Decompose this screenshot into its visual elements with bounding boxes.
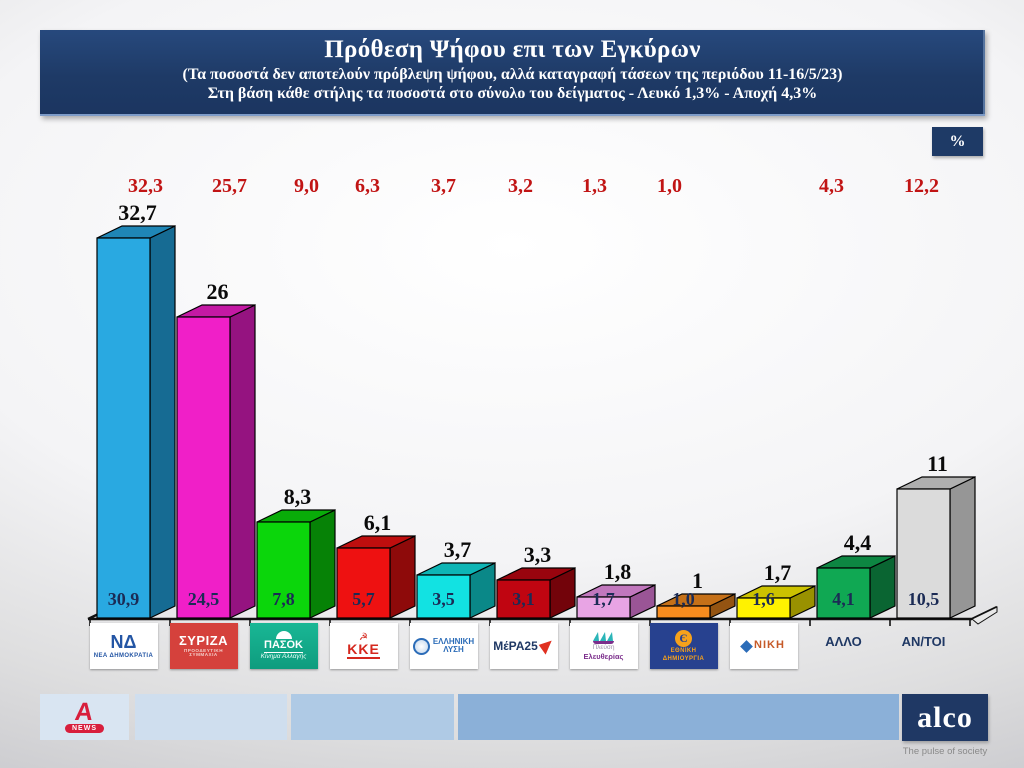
logo-sub-text: ΠΡΟΟΔΕΥΤΙΚΗ ΣΥΜΜΑΧΙΑ bbox=[183, 647, 224, 658]
title-bar: Πρόθεση Ψήφου επι των Εγκύρων (Τα ποσοστ… bbox=[40, 30, 985, 116]
bar-inner-value-label: 30,9 bbox=[107, 589, 140, 609]
bar bbox=[736, 597, 791, 619]
bar-inner-value-label: 1,6 bbox=[752, 589, 775, 609]
alpha-news-logo: A NEWS bbox=[65, 698, 104, 733]
red-value-label: 1,3 bbox=[582, 175, 607, 197]
bar-side-face bbox=[229, 304, 256, 619]
bar-inner-value-label: 24,5 bbox=[187, 589, 220, 609]
bar bbox=[256, 521, 311, 619]
bar bbox=[576, 596, 631, 619]
bar-side-face bbox=[149, 225, 176, 619]
bar-inner-value-label: 1,7 bbox=[592, 589, 615, 609]
subtitle-line-2: Στη βάση κάθε στήλης τα ποσοστά στο σύνο… bbox=[207, 85, 818, 102]
bar bbox=[336, 547, 391, 619]
bar-top-value-label: 11 bbox=[927, 451, 948, 476]
elliniki-lysi-emblem-icon bbox=[412, 637, 430, 655]
logo-main-text: ΠΑΣΟΚ bbox=[264, 639, 303, 653]
logo-sub-text: Κίνημα Αλλαγής bbox=[260, 652, 307, 660]
ethniki-dimiourgia-emblem-icon: Є bbox=[675, 630, 692, 648]
bar-side-face bbox=[389, 535, 416, 619]
red-value-label: 6,3 bbox=[355, 175, 380, 197]
bar-top-value-label: 1 bbox=[692, 568, 703, 593]
footer-band-4 bbox=[458, 694, 899, 740]
party-logo-niki: ΝΙΚΗ bbox=[729, 623, 798, 669]
subtitle-line-1: (Τα ποσοστά δεν αποτελούν πρόβλεψη ψήφου… bbox=[182, 66, 843, 83]
bar-top-value-label: 3,7 bbox=[443, 537, 472, 562]
percent-unit-badge: % bbox=[932, 127, 983, 156]
logo-main-text: ΣΥΡΙΖΑ bbox=[178, 632, 229, 648]
bar-side-face bbox=[949, 476, 976, 619]
logo-sub-text: Ελευθερίας bbox=[583, 651, 624, 661]
bar-top-value-label: 8,3 bbox=[283, 484, 312, 509]
bar-side-face bbox=[309, 509, 336, 619]
logo-main-text: ΝΔ bbox=[110, 631, 137, 652]
bar bbox=[416, 574, 471, 619]
red-value-label: 4,3 bbox=[819, 175, 844, 197]
alco-logo: alco bbox=[902, 694, 988, 741]
bar-top-value-label: 1,7 bbox=[763, 560, 792, 585]
red-value-label: 12,2 bbox=[904, 175, 939, 197]
red-value-label: 25,7 bbox=[212, 175, 247, 197]
bar-inner-value-label: 3,1 bbox=[512, 589, 535, 609]
bar-inner-value-label: 4,1 bbox=[832, 589, 855, 609]
bar bbox=[96, 237, 151, 619]
red-value-label: 1,0 bbox=[657, 175, 682, 197]
party-logo-plefsi: Πλεύση Ελευθερίας bbox=[569, 623, 638, 669]
footer-band-alpha: A NEWS bbox=[40, 694, 129, 740]
bar bbox=[656, 605, 711, 619]
logo-sub-text: ΔΗΜΙΟΥΡΓΙΑ bbox=[662, 655, 705, 662]
bar-inner-value-label: 1,0 bbox=[672, 589, 695, 609]
bar-top-value-label: 4,4 bbox=[843, 530, 872, 555]
alpha-logo-letter: A bbox=[73, 698, 96, 726]
sailboat-icon bbox=[592, 631, 616, 645]
party-logo-kke: ☭ ΚΚΕ bbox=[329, 623, 398, 669]
party-logo-mera: ΜέΡΑ25 bbox=[489, 623, 558, 669]
bar-top-value-label: 3,3 bbox=[523, 542, 552, 567]
footer-band-3 bbox=[291, 694, 454, 740]
logo-main-text: ΕΛΛΗΝΙΚΗ bbox=[432, 636, 475, 646]
logo-sub-text: ΛΥΣΗ bbox=[443, 645, 464, 654]
alco-tagline: The pulse of society bbox=[902, 746, 988, 757]
red-value-label: 32,3 bbox=[128, 175, 163, 197]
logo-main-text: ΚΚΕ bbox=[347, 641, 380, 659]
bar bbox=[896, 488, 951, 619]
page-title: Πρόθεση Ψήφου επι των Εγκύρων bbox=[324, 36, 701, 63]
red-value-label: 9,0 bbox=[294, 175, 319, 197]
party-logo-syriza: ΣΥΡΙΖΑ ΠΡΟΟΔΕΥΤΙΚΗ ΣΥΜΜΑΧΙΑ bbox=[169, 623, 238, 669]
bar-inner-value-label: 10,5 bbox=[907, 589, 940, 609]
bar-top-value-label: 6,1 bbox=[363, 510, 392, 535]
category-label: ΑΝ/ΤΟΙ bbox=[901, 634, 946, 649]
logo-sub-text: ΝΕΑ ΔΗΜΟΚΡΑΤΙΑ bbox=[93, 652, 154, 659]
bar-top-value-label: 32,7 bbox=[118, 200, 157, 225]
red-value-label: 3,7 bbox=[431, 175, 456, 197]
hammer-sickle-icon: ☭ bbox=[359, 632, 368, 644]
niki-star-icon bbox=[740, 639, 753, 653]
party-logo-el: ΕΛΛΗΝΙΚΗ ΛΥΣΗ bbox=[409, 623, 478, 669]
alpha-news-label: NEWS bbox=[65, 724, 104, 733]
bar-inner-value-label: 7,8 bbox=[272, 589, 295, 609]
logo-main-text: ΜέΡΑ25 bbox=[493, 638, 538, 653]
bar-inner-value-label: 5,7 bbox=[352, 589, 375, 609]
pasok-sun-icon bbox=[275, 631, 292, 640]
bar bbox=[176, 316, 231, 619]
bar-top-value-label: 1,8 bbox=[603, 559, 632, 584]
bar-top-value-label: 26 bbox=[206, 279, 229, 304]
bar bbox=[496, 579, 551, 619]
logo-main-text: ΝΙΚΗ bbox=[754, 639, 785, 652]
mera25-bird-icon bbox=[538, 637, 557, 655]
red-value-label: 3,2 bbox=[508, 175, 533, 197]
party-logo-pasok: ΠΑΣΟΚ Κίνημα Αλλαγής bbox=[249, 623, 318, 669]
alco-logo-text: alco bbox=[917, 700, 973, 734]
category-label: ΑΛΛΟ bbox=[825, 634, 862, 649]
bar-inner-value-label: 3,5 bbox=[432, 589, 455, 609]
logo-main-text: Πλεύση bbox=[592, 644, 615, 652]
bar bbox=[816, 567, 871, 619]
party-logo-nd: ΝΔ ΝΕΑ ΔΗΜΟΚΡΑΤΙΑ bbox=[89, 623, 158, 669]
axis-floor-corner bbox=[971, 606, 998, 625]
footer-band-2 bbox=[135, 694, 287, 740]
party-logo-ethniki: Є ΕΘΝΙΚΗ ΔΗΜΙΟΥΡΓΙΑ bbox=[649, 623, 718, 669]
logo-main-text: ΕΘΝΙΚΗ bbox=[670, 648, 697, 655]
